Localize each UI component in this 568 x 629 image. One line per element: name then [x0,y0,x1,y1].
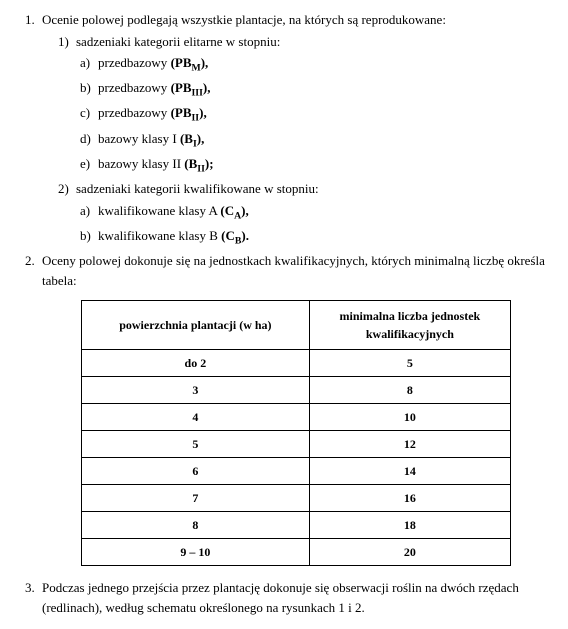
bold: (B [180,131,193,146]
tail: ), [201,55,209,70]
sub: III [192,88,203,99]
item-1-1-sublist: a)przedbazowy (PBM), b)przedbazowy (PBII… [58,53,550,177]
tail: ), [203,80,211,95]
col2-line2: kwalifikacyjnych [366,327,454,341]
txt: bazowy klasy I [98,131,180,146]
tail: ). [241,228,249,243]
tail: ), [241,203,249,218]
let: d) [80,129,98,149]
let: b) [80,226,98,246]
let: e) [80,154,98,174]
table-header-row: powierzchnia plantacji (w ha) minimalna … [82,301,511,350]
bold: (C [221,228,235,243]
item-1-1: 1)sadzeniaki kategorii elitarne w stopni… [58,32,550,178]
let: b) [80,78,98,98]
table-row: 38 [82,377,511,404]
txt: bazowy klasy II [98,156,184,171]
tail: ); [205,156,214,171]
bold: (PB [171,105,192,120]
table-row: 716 [82,485,511,512]
item-3: Podczas jednego przejścia przez plantacj… [38,578,550,617]
item-1-1-c: c)przedbazowy (PBII), [80,103,550,126]
tail: ), [197,131,205,146]
item-1-sublist: 1)sadzeniaki kategorii elitarne w stopni… [42,32,550,250]
table-header-col2: minimalna liczba jednostek kwalifikacyjn… [309,301,510,350]
txt: przedbazowy [98,55,171,70]
col2-line1: minimalna liczba jednostek [340,309,481,323]
let: a) [80,201,98,221]
table-row: do 25 [82,350,511,377]
let: a) [80,53,98,73]
table-row: 410 [82,404,511,431]
bold: (B [184,156,197,171]
item-2: Oceny polowej dokonuje się na jednostkac… [38,251,550,566]
cell-a: 4 [82,404,310,431]
txt: kwalifikowane klasy B [98,228,221,243]
item-1-2-sublist: a)kwalifikowane klasy A (CA), b)kwalifik… [58,201,550,249]
item-1-2: 2)sadzeniaki kategorii kwalifikowane w s… [58,179,550,249]
ordered-list-main: Ocenie polowej podlegają wszystkie plant… [18,10,550,617]
table-row: 818 [82,512,511,539]
table-row: 512 [82,431,511,458]
cell-b: 16 [309,485,510,512]
tail: ), [199,105,207,120]
cell-b: 14 [309,458,510,485]
cell-b: 10 [309,404,510,431]
cell-b: 5 [309,350,510,377]
item-1-2-num: 2) [58,179,76,199]
cell-a: 3 [82,377,310,404]
qualification-table: powierzchnia plantacji (w ha) minimalna … [81,300,511,566]
bold: (PB [171,80,192,95]
item-1-text: Ocenie polowej podlegają wszystkie plant… [42,12,446,27]
item-1-1-text: sadzeniaki kategorii elitarne w stopniu: [76,34,280,49]
item-3-text: Podczas jednego przejścia przez plantacj… [42,580,519,615]
item-1-2-b: b)kwalifikowane klasy B (CB). [80,226,550,249]
cell-a: 6 [82,458,310,485]
cell-a: 8 [82,512,310,539]
cell-b: 18 [309,512,510,539]
sub: M [192,63,201,74]
cell-a: 7 [82,485,310,512]
bold: (C [220,203,234,218]
cell-b: 12 [309,431,510,458]
txt: przedbazowy [98,105,171,120]
item-2-text: Oceny polowej dokonuje się na jednostkac… [42,253,545,288]
item-1-2-a: a)kwalifikowane klasy A (CA), [80,201,550,224]
item-1-1-num: 1) [58,32,76,52]
item-1-1-d: d)bazowy klasy I (BI), [80,129,550,152]
let: c) [80,103,98,123]
txt: kwalifikowane klasy A [98,203,220,218]
sub: II [197,163,205,174]
table-row: 614 [82,458,511,485]
item-1-2-text: sadzeniaki kategorii kwalifikowane w sto… [76,181,319,196]
bold: (PB [171,55,192,70]
item-1: Ocenie polowej podlegają wszystkie plant… [38,10,550,249]
item-1-1-a: a)przedbazowy (PBM), [80,53,550,76]
table-header-col1: powierzchnia plantacji (w ha) [82,301,310,350]
cell-b: 8 [309,377,510,404]
cell-a: do 2 [82,350,310,377]
item-1-1-b: b)przedbazowy (PBIII), [80,78,550,101]
cell-a: 5 [82,431,310,458]
txt: przedbazowy [98,80,171,95]
item-1-1-e: e)bazowy klasy II (BII); [80,154,550,177]
sub: II [192,113,200,124]
